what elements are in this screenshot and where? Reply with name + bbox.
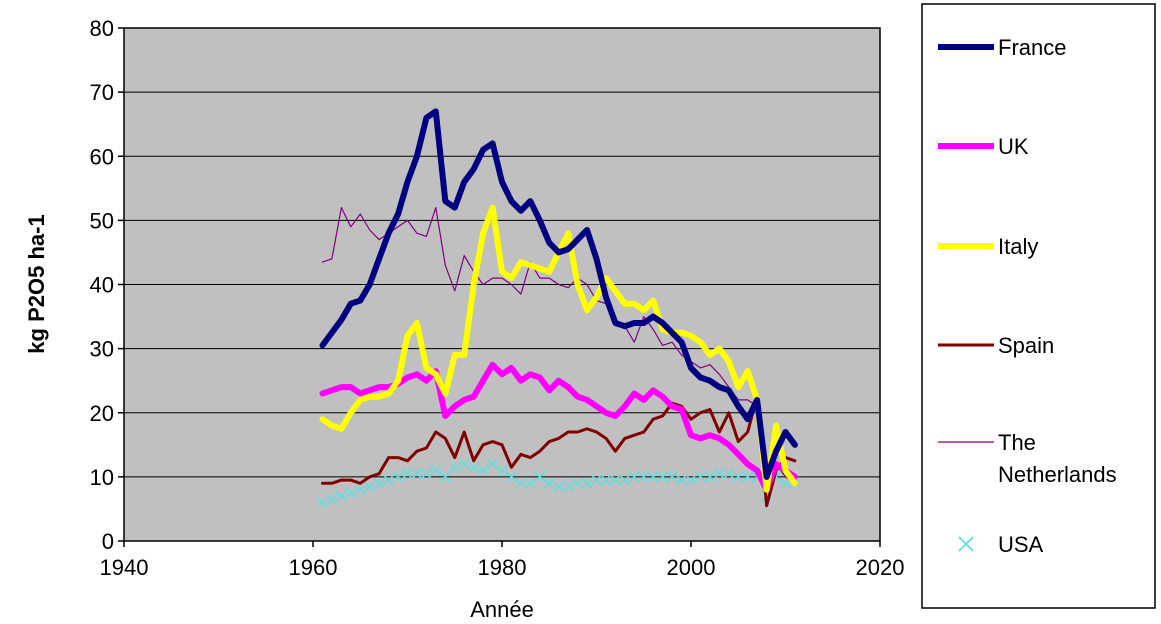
y-tick-label: 80: [90, 16, 114, 41]
usa-point: [600, 474, 612, 486]
usa-point: [609, 474, 621, 486]
usa-point: [316, 496, 329, 509]
usa-point: [392, 471, 404, 483]
series-line-uk: [319, 361, 798, 493]
legend-item-uk: UK: [938, 134, 1029, 159]
usa-point: [430, 464, 442, 477]
legend-item-italy: Italy: [938, 234, 1038, 259]
legend-item-france: France: [938, 35, 1066, 60]
usa-point: [420, 468, 432, 480]
axes: 0 10 20 30 40 50 60 70 80 1940 1960 1980 2000 2020 A…: [24, 16, 904, 622]
usa-point: [345, 487, 357, 499]
y-tick-label: 70: [90, 80, 114, 105]
usa-point: [468, 461, 480, 473]
usa-point: [581, 477, 593, 489]
usa-point: [723, 468, 735, 480]
x-tick-label: 2000: [667, 555, 716, 580]
legend-label: UK: [998, 134, 1029, 159]
usa-point: [742, 471, 754, 483]
y-tick-label: 20: [90, 401, 114, 426]
legend-swatch: [958, 536, 974, 552]
series-group: [316, 108, 801, 509]
usa-point: [515, 477, 527, 489]
usa-point: [713, 468, 725, 480]
usa-point: [354, 484, 366, 496]
usa-point: [534, 471, 546, 483]
usa-point: [562, 480, 574, 493]
y-axis-ticks: 0 10 20 30 40 50 60 70 80: [90, 16, 124, 554]
usa-point: [704, 471, 716, 483]
usa-point: [486, 458, 499, 470]
usa-point: [449, 461, 461, 473]
usa-point: [439, 471, 451, 483]
y-tick-label: 60: [90, 144, 114, 169]
x-tick-label: 1960: [289, 555, 338, 580]
legend-label: The Netherlands: [998, 430, 1117, 487]
usa-point: [628, 471, 640, 483]
usa-point: [647, 471, 659, 483]
usa-point: [401, 468, 414, 480]
legend-item-usa: USA: [958, 532, 1044, 557]
legend-item-the-netherlands: The Netherlands: [938, 430, 1117, 487]
x-tick-label: 1940: [100, 555, 149, 580]
x-tick-label: 2020: [856, 555, 905, 580]
usa-point: [694, 471, 707, 483]
series-line-the-netherlands: [321, 207, 796, 494]
usa-point: [638, 471, 650, 483]
legend-item-spain: Spain: [938, 333, 1054, 358]
legend-items: France UK Italy Spain The Netherlands USA: [938, 35, 1117, 557]
y-axis-title: kg P2O5 ha-1: [24, 214, 49, 353]
usa-point: [675, 474, 688, 486]
usa-point: [732, 471, 744, 483]
y-tick-label: 30: [90, 337, 114, 362]
usa-point: [364, 480, 376, 493]
usa-point: [657, 471, 669, 483]
x-tick-label: 1980: [478, 555, 527, 580]
usa-point: [553, 480, 565, 493]
usa-point: [505, 471, 518, 483]
usa-point: [326, 493, 338, 505]
usa-point: [590, 474, 603, 486]
legend: France UK Italy Spain The Netherlands USA: [921, 3, 1156, 609]
legend-label: France: [998, 35, 1066, 60]
x-axis-ticks: 1940 1960 1980 2000 2020: [100, 541, 905, 580]
x-axis-title: Année: [470, 597, 534, 622]
legend-label: Spain: [998, 333, 1054, 358]
series-line-spain: [321, 395, 797, 508]
y-tick-label: 10: [90, 465, 114, 490]
usa-point: [685, 474, 697, 486]
usa-point: [572, 477, 584, 489]
usa-point: [496, 464, 508, 477]
y-tick-label: 0: [102, 529, 114, 554]
usa-point: [543, 477, 555, 489]
usa-point: [373, 477, 385, 489]
y-tick-label: 40: [90, 273, 114, 298]
usa-point: [666, 471, 678, 483]
series-usa: [316, 458, 801, 509]
legend-label: Italy: [998, 234, 1038, 259]
y-tick-label: 50: [90, 208, 114, 233]
usa-point: [619, 474, 631, 486]
usa-point: [383, 474, 395, 486]
legend-label: USA: [998, 532, 1044, 557]
usa-point: [411, 468, 423, 480]
plot-area: [123, 27, 881, 542]
series-line-france: [319, 108, 798, 480]
legend-box: [921, 3, 1156, 609]
usa-point: [335, 490, 347, 502]
usa-point: [524, 477, 536, 489]
usa-point: [477, 464, 489, 477]
usa-point: [458, 458, 470, 470]
